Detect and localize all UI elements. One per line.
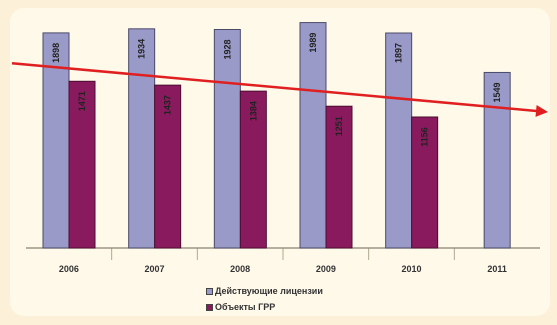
- x-tick-label: 2011: [487, 264, 507, 274]
- trendline: [11, 62, 548, 117]
- x-tick-label: 2007: [144, 264, 164, 274]
- data-label: 1898: [51, 43, 61, 63]
- bar: [411, 116, 439, 249]
- trendline-path: [11, 62, 539, 113]
- bars: [42, 22, 511, 249]
- data-label: 1989: [308, 33, 318, 53]
- legend-label-exploration: Объекты ГРР: [215, 302, 276, 312]
- x-axis: 2006 2007 2008 2009 2010 2011: [59, 264, 507, 274]
- legend: Действующие лицензии Объекты ГРР: [206, 283, 323, 315]
- data-label: 1156: [420, 127, 430, 147]
- x-tick-label: 2009: [316, 264, 336, 274]
- data-label: 1471: [77, 91, 87, 111]
- data-label: 1897: [394, 43, 404, 63]
- bar: [299, 22, 327, 249]
- bar: [325, 105, 353, 249]
- legend-swatch-licenses: [206, 287, 213, 295]
- bar: [68, 80, 96, 249]
- legend-label-licenses: Действующие лицензии: [215, 286, 323, 296]
- legend-swatch-exploration: [206, 303, 213, 311]
- bar: [154, 84, 182, 249]
- data-label: 1251: [334, 116, 344, 136]
- bar: [385, 32, 413, 249]
- data-labels: 1898 1471 1934 1437 1928 1384 1989 1251 1897 1156…: [51, 33, 502, 147]
- legend-item-exploration: Объекты ГРР: [206, 299, 323, 315]
- data-label: 1928: [222, 39, 232, 59]
- data-label: 1437: [163, 95, 173, 115]
- bar: [128, 28, 156, 249]
- x-tick-label: 2008: [230, 264, 250, 274]
- trendline-arrowhead: [535, 104, 548, 117]
- legend-item-licenses: Действующие лицензии: [206, 283, 323, 299]
- plot-area: [26, 247, 540, 260]
- x-tick-label: 2006: [59, 264, 79, 274]
- data-label: 1549: [492, 82, 502, 102]
- bar: [239, 90, 267, 249]
- data-label: 1384: [248, 101, 258, 121]
- bar: [213, 28, 241, 249]
- bar: [483, 71, 511, 249]
- chart-card: [10, 8, 550, 316]
- x-tick-label: 2010: [401, 264, 421, 274]
- bar: [42, 32, 70, 249]
- data-label: 1934: [137, 39, 147, 59]
